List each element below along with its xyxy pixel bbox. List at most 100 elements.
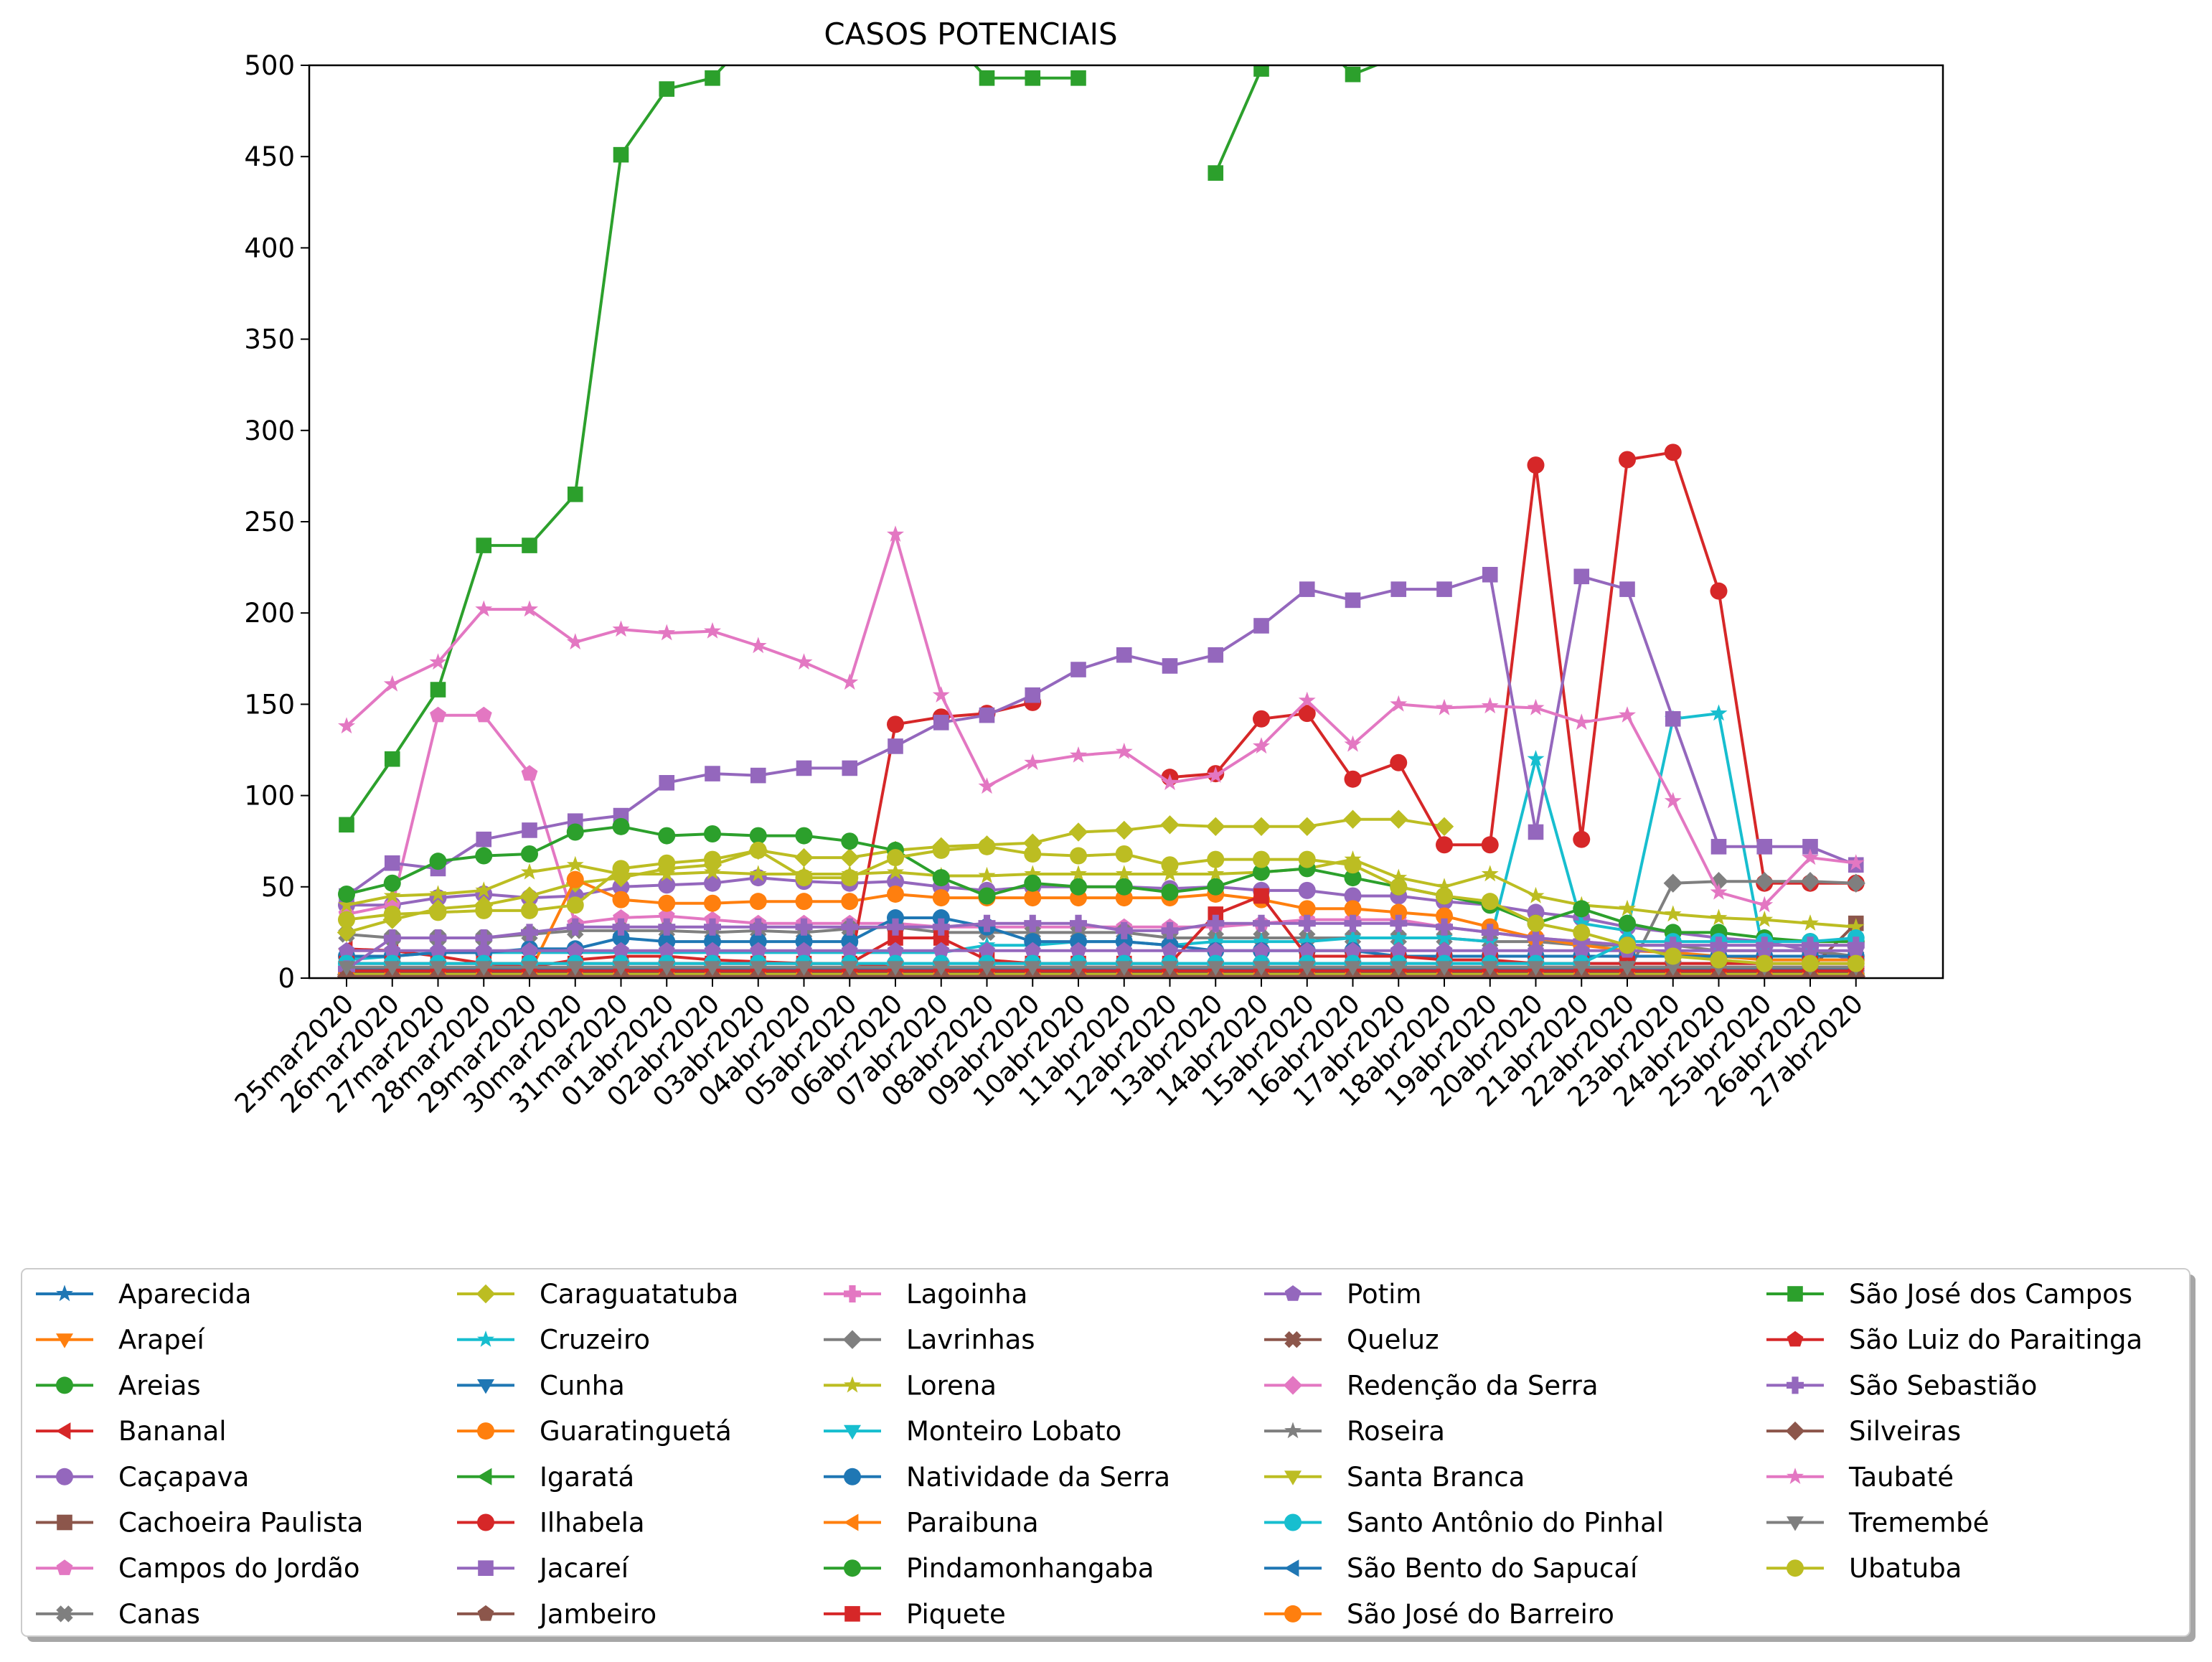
- data-point: [1802, 914, 1819, 931]
- legend-marker: [1787, 1330, 1804, 1347]
- data-point: [1619, 581, 1635, 597]
- data-point: [841, 832, 859, 850]
- legend-marker: [57, 1514, 72, 1531]
- data-point: [612, 961, 630, 976]
- data-point: [1390, 914, 1408, 932]
- data-point: [612, 918, 630, 936]
- data-point: [1344, 900, 1362, 918]
- data-point: [383, 886, 401, 903]
- legend-label: Caraguatatuba: [540, 1279, 738, 1310]
- data-point: [749, 637, 767, 654]
- chart-title: CASOS POTENCIAIS: [824, 17, 1117, 52]
- data-point: [658, 624, 676, 641]
- data-point: [841, 673, 859, 690]
- legend-label: Lavrinhas: [906, 1325, 1035, 1356]
- data-point: [887, 715, 904, 733]
- data-point: [1207, 914, 1225, 932]
- data-point: [1070, 878, 1087, 896]
- legend-marker: [56, 1468, 73, 1485]
- data-point: [1802, 936, 1819, 954]
- data-point: [1390, 929, 1408, 946]
- data-point: [887, 961, 904, 976]
- data-point: [1253, 737, 1270, 754]
- series-line: [346, 858, 1856, 929]
- y-tick-label: 50: [261, 872, 295, 903]
- data-point: [887, 918, 904, 936]
- data-point: [1436, 907, 1453, 925]
- data-point: [1253, 914, 1270, 932]
- data-point: [383, 961, 401, 976]
- legend-marker: [56, 1422, 71, 1440]
- data-point: [613, 909, 629, 925]
- data-point: [887, 525, 904, 542]
- data-point: [1253, 932, 1270, 949]
- legend-marker: [844, 1606, 860, 1622]
- data-point: [1344, 856, 1362, 874]
- data-point: [1665, 710, 1681, 727]
- data-point: [796, 21, 812, 37]
- data-point: [1208, 647, 1224, 663]
- legend-label: Aparecida: [118, 1279, 251, 1310]
- data-point: [383, 929, 401, 947]
- data-point: [704, 918, 721, 936]
- data-point: [932, 909, 950, 927]
- legend-label: Cunha: [540, 1370, 625, 1401]
- data-point: [1482, 566, 1498, 583]
- series-layer: [336, 21, 1865, 978]
- legend-marker: [56, 1285, 73, 1302]
- data-point: [1619, 451, 1636, 469]
- data-point: [475, 706, 492, 723]
- legend-marker: [56, 1333, 73, 1348]
- legend-marker: [844, 1513, 859, 1531]
- data-point: [1619, 914, 1636, 932]
- data-point: [1664, 905, 1682, 922]
- legend-item-queluz: Queluz: [1264, 1325, 1439, 1356]
- data-point: [338, 885, 355, 903]
- series-line: [347, 878, 1856, 975]
- data-point: [1436, 942, 1453, 958]
- data-point: [1298, 705, 1316, 723]
- data-point: [704, 622, 721, 639]
- data-point: [475, 600, 493, 617]
- legend-marker: [844, 1424, 861, 1440]
- data-point: [1710, 704, 1728, 721]
- data-point: [795, 893, 813, 911]
- data-point: [476, 831, 492, 848]
- data-point: [1756, 954, 1774, 972]
- data-point: [1115, 865, 1133, 882]
- legend-label: Santo Antônio do Pinhal: [1347, 1508, 1664, 1539]
- legend-label: Paraibuna: [906, 1508, 1039, 1539]
- legend-item-sao-sebastiao: São Sebastião: [1766, 1370, 2037, 1401]
- data-point: [658, 827, 676, 845]
- data-point: [1298, 691, 1316, 708]
- data-point: [612, 860, 630, 878]
- legend-item-sao-jose-dos-campos: São José dos Campos: [1766, 1279, 2132, 1310]
- data-point: [1390, 753, 1408, 771]
- legend-label: São Bento do Sapucaí: [1347, 1553, 1639, 1584]
- data-point: [522, 822, 537, 838]
- data-point: [932, 961, 950, 976]
- data-point: [566, 633, 584, 650]
- data-point: [612, 929, 630, 947]
- data-point: [521, 863, 538, 880]
- data-point: [475, 929, 493, 947]
- series-line: [345, 921, 1856, 970]
- data-point: [338, 961, 355, 976]
- data-point: [1802, 848, 1819, 865]
- data-point: [887, 942, 904, 958]
- data-point: [1619, 706, 1636, 723]
- legend-label: Jambeiro: [538, 1599, 656, 1630]
- legend-item-monteiro-lobato: Monteiro Lobato: [824, 1416, 1121, 1447]
- data-point: [1253, 65, 1269, 77]
- legend-label: São Luiz do Paraitinga: [1849, 1325, 2142, 1356]
- data-point: [1390, 868, 1408, 886]
- series-line: [1169, 451, 1856, 885]
- data-point: [521, 845, 538, 863]
- data-point: [658, 865, 676, 882]
- data-point: [658, 876, 676, 894]
- data-point: [1390, 961, 1408, 976]
- legend-item-jacarei: Jacareí: [457, 1553, 630, 1584]
- data-point: [383, 675, 401, 692]
- data-point: [1664, 443, 1682, 461]
